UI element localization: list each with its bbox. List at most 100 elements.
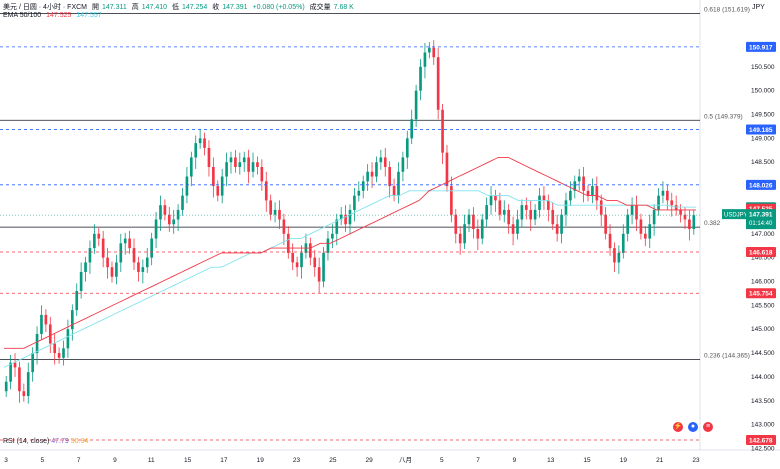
x-tick-label-10: 29 xyxy=(366,457,374,464)
candle-body-3 xyxy=(18,367,21,392)
candle-body-33 xyxy=(150,238,153,258)
candle-body-142 xyxy=(630,205,634,215)
candle-body-64 xyxy=(286,233,290,253)
x-tick-label-6: 17 xyxy=(220,457,228,464)
candle-body-121 xyxy=(538,195,541,210)
flag-icon[interactable]: ≡ xyxy=(703,422,713,432)
candle-body-143 xyxy=(635,205,638,220)
rsi-legend[interactable]: RSI (14, close) 47.79 50.94 xyxy=(3,438,88,445)
price-label-5: 146.618 xyxy=(749,250,773,257)
price-label-bg-0 xyxy=(746,41,776,52)
price-label-2: 148.026 xyxy=(749,182,773,189)
fib-level-label-1: 0.5 (149.379) xyxy=(704,113,743,120)
open-label: 開 xyxy=(91,4,99,11)
candle-body-136 xyxy=(604,214,607,234)
x-tick-label-2: 7 xyxy=(77,457,81,464)
x-tick-label-16: 15 xyxy=(583,457,591,464)
lightning-icon[interactable]: ⚡ xyxy=(673,422,683,432)
close-value: 147.391 xyxy=(222,4,248,11)
candle-body-103 xyxy=(458,233,462,244)
candle-body-9 xyxy=(44,314,48,325)
candle-body-102 xyxy=(454,214,458,234)
candle-body-46 xyxy=(207,147,211,167)
y-tick-label-4: 148.500 xyxy=(751,159,775,166)
candle-body-26 xyxy=(119,243,123,263)
candle-body-50 xyxy=(225,162,228,177)
ema-legend[interactable]: EMA 50/100 147.525 147.557 xyxy=(3,12,105,19)
current-symbol-bg xyxy=(722,209,746,220)
y-tick-label-1: 150.000 xyxy=(751,88,775,95)
candle-body-120 xyxy=(533,209,537,220)
y-tick-label-7: 146.500 xyxy=(751,255,775,262)
pair-label[interactable]: 美元 / 日圆 · 4小时 · FXCM xyxy=(3,4,87,11)
candle-body-139 xyxy=(617,252,621,263)
price-label-bg-5 xyxy=(746,247,776,258)
current-countdown: 01:14:40 xyxy=(749,221,773,227)
candle-body-51 xyxy=(229,157,233,163)
x-tick-label-18: 21 xyxy=(656,457,664,464)
close-label: 收 xyxy=(212,4,220,11)
candle-body-148 xyxy=(657,195,660,210)
x-tick-label-17: 19 xyxy=(620,457,628,464)
candle-body-131 xyxy=(582,176,585,191)
ema100-line xyxy=(3,190,697,368)
candle-body-125 xyxy=(555,224,559,234)
candle-body-107 xyxy=(476,229,480,239)
candle-body-6 xyxy=(31,353,34,373)
candle-body-109 xyxy=(485,205,488,220)
candle-body-112 xyxy=(498,200,502,215)
fib-level-label-3: 0.236 (144.365) xyxy=(704,353,750,360)
candle-body-27 xyxy=(123,238,127,244)
candle-body-38 xyxy=(172,219,176,225)
candle-body-124 xyxy=(551,209,555,225)
price-label-bg-2 xyxy=(746,179,776,190)
candle-body-100 xyxy=(445,152,449,187)
candle-body-30 xyxy=(137,262,140,272)
candle-body-113 xyxy=(502,209,506,215)
candle-body-91 xyxy=(405,138,409,158)
candle-body-16 xyxy=(75,291,79,311)
candle-body-137 xyxy=(608,233,612,249)
candle-body-11 xyxy=(53,343,57,354)
y-tick-label-9: 145.500 xyxy=(751,302,775,309)
candle-body-151 xyxy=(670,200,674,206)
candle-body-72 xyxy=(322,252,325,282)
candle-body-155 xyxy=(688,219,691,230)
candle-body-74 xyxy=(331,233,334,239)
candle-body-106 xyxy=(472,214,475,230)
candle-body-101 xyxy=(450,186,453,215)
candle-body-94 xyxy=(419,66,422,91)
x-tick-label-19: 23 xyxy=(692,457,700,464)
event-dot-icon[interactable]: ● xyxy=(688,422,698,432)
candle-body-129 xyxy=(573,181,577,191)
candle-body-127 xyxy=(564,200,568,215)
candle-body-92 xyxy=(410,119,414,139)
candle-body-149 xyxy=(661,190,665,196)
candle-body-119 xyxy=(529,209,533,220)
volume-value: 7.68 K xyxy=(333,4,354,11)
fib-level-label-0: 0.618 (151.619) xyxy=(704,6,750,13)
open-value: 147.311 xyxy=(101,4,127,11)
candle-body-10 xyxy=(48,324,52,344)
candle-body-25 xyxy=(115,262,118,277)
candle-body-48 xyxy=(216,186,220,196)
candle-body-144 xyxy=(639,219,643,234)
candle-body-36 xyxy=(163,205,167,215)
candle-body-12 xyxy=(57,353,61,358)
candle-body-37 xyxy=(167,214,171,225)
y-tick-label-11: 144.500 xyxy=(751,350,775,357)
price-label-1: 149.185 xyxy=(749,127,773,134)
current-price-value: 147.391 xyxy=(749,212,773,219)
candle-body-1 xyxy=(9,362,12,382)
candle-body-23 xyxy=(106,257,109,268)
candle-body-20 xyxy=(93,233,96,249)
candle-body-79 xyxy=(353,195,356,210)
x-tick-label-13: 7 xyxy=(476,457,480,464)
x-tick-label-4: 11 xyxy=(148,457,155,464)
candle-body-81 xyxy=(361,181,365,191)
candle-body-138 xyxy=(613,248,616,263)
candle-body-104 xyxy=(463,224,466,244)
candle-body-40 xyxy=(181,195,184,210)
candle-body-62 xyxy=(278,209,281,220)
candle-body-56 xyxy=(251,162,255,172)
